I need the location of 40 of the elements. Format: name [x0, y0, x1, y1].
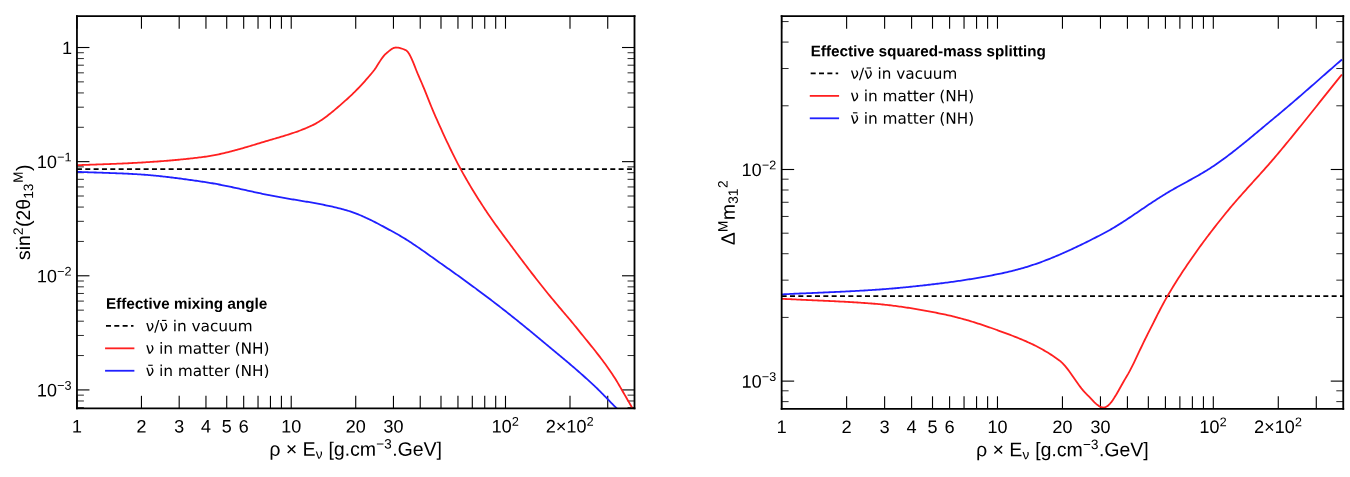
- legend-label: ν/ν̄ in vacuum: [146, 319, 252, 333]
- x-tick-label: 20: [1053, 420, 1072, 434]
- y-axis-title: sin$^{2}$(2θ$_{13}$$^{M}$): [13, 165, 35, 260]
- x-tick-label: 10$^{2}$: [1200, 417, 1227, 434]
- x-tick-label: 30: [1091, 420, 1110, 434]
- legend-label: ν in matter (NH): [146, 342, 269, 356]
- x-tick-label: 3: [880, 420, 889, 434]
- y-tick-label: 10$^{−1}$: [38, 152, 71, 169]
- x-tick-label: 5: [222, 420, 231, 433]
- x-tick-label: 4: [906, 420, 917, 433]
- y-tick-label: 10$^{−2}$: [38, 266, 71, 283]
- x-tick-label: 1: [73, 420, 82, 433]
- x-tick-label: 6: [239, 419, 248, 433]
- x-tick-label: 2×10$^{2}$: [1254, 417, 1302, 434]
- y-tick-label: 1: [63, 41, 72, 55]
- x-tick-label: 2×10$^{2}$: [546, 416, 594, 433]
- x-axis-title: ρ × E$_{ν}$ [g.cm$^{−3}$.GeV]: [977, 439, 1148, 461]
- x-tick-label: 1: [778, 420, 786, 433]
- x-tick-label: 10: [282, 419, 301, 433]
- x-axis-title: ρ × E$_{ν}$ [g.cm$^{−3}$.GeV]: [270, 439, 441, 460]
- y-axis-title: Δ$^{M}$m$_{31}$$^{2}$: [718, 181, 738, 245]
- y-tick-label: 10$^{−2}$: [742, 160, 776, 177]
- x-tick-label: 2: [842, 420, 851, 433]
- x-tick-label: 10$^{2}$: [492, 416, 519, 433]
- legend-label: ν/ν̄ in vacuum: [850, 67, 957, 81]
- x-tick-label: 3: [174, 419, 184, 433]
- x-tick-label: 20: [346, 419, 366, 433]
- legend-label: ν in matter (NH): [850, 89, 973, 104]
- legend-title: Effective squared-mass splitting: [811, 45, 1045, 60]
- x-tick-label: 4: [201, 420, 211, 433]
- x-tick-label: 5: [928, 420, 937, 434]
- legend-label: ν̄ in matter (NH): [850, 112, 973, 126]
- x-tick-label: 10: [988, 420, 1007, 434]
- x-tick-label: 2: [137, 419, 146, 433]
- x-tick-label: 6: [945, 420, 954, 434]
- x-tick-label: 30: [384, 419, 403, 433]
- legend-label: ν̄ in matter (NH): [146, 364, 269, 379]
- y-tick-label: 10$^{−3}$: [742, 372, 776, 388]
- legend-title: Effective mixing angle: [107, 297, 267, 313]
- y-tick-label: 10$^{−3}$: [38, 380, 71, 397]
